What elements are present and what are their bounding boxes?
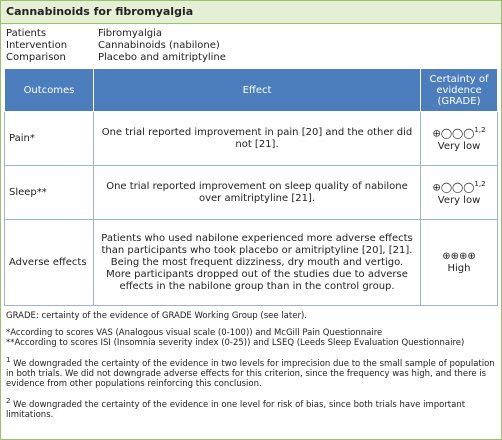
certainty-note: 1,2 — [474, 126, 486, 135]
table-row: Sleep** One trial reported improvement on… — [4, 165, 498, 220]
certainty-symbols: ⊕◯◯◯ — [432, 182, 475, 194]
card-title: Cannabinoids for fibromyalgia — [1, 1, 501, 24]
outcomes-table: Outcomes Effect Certainty of evidence (G… — [4, 68, 498, 306]
scale-note: **According to scores ISI (Insomnia seve… — [6, 338, 465, 348]
footnote: 1 We downgraded the certainty of the evi… — [6, 355, 496, 390]
pico-label: Comparison — [6, 52, 66, 63]
pico-value: Fibromyalgia — [98, 28, 162, 39]
pico-value: Placebo and amitriptyline — [98, 52, 226, 63]
pico-label: Intervention — [6, 40, 68, 51]
certainty-symbols: ⊕◯◯◯ — [432, 128, 475, 140]
table-row: Pain* One trial reported improvement in p… — [4, 111, 498, 166]
header-cell: Outcomes — [4, 68, 94, 112]
certainty-level: Very low — [437, 140, 481, 152]
pico-label: Patients — [6, 28, 47, 39]
effect-cell: One trial reported improvement on sleep … — [93, 165, 421, 220]
certainty-symbols: ⊕⊕⊕⊕ — [442, 250, 476, 262]
grade-note: GRADE: certainty of the evidence of GRAD… — [6, 311, 307, 321]
footnote-text: We downgraded the certainty of the evide… — [6, 358, 495, 390]
footnote-marker: 2 — [6, 396, 11, 405]
pico: Patients Fibromyalgia Intervention Cannabi… — [1, 24, 501, 68]
table-row: Adverse effects Patients who used nabilon… — [4, 219, 498, 306]
scale-notes: *According to scores VAS (Analogous visu… — [6, 328, 496, 349]
header-cell: Effect — [93, 68, 421, 112]
certainty-cell: ⊕◯◯◯1,2 Very low — [420, 165, 498, 220]
certainty-cell: ⊕◯◯◯1,2 Very low — [420, 111, 498, 166]
notes: GRADE: certainty of the evidence of GRAD… — [1, 306, 501, 432]
certainty-cell: ⊕⊕⊕⊕ High — [420, 219, 498, 306]
pico-row: Patients Fibromyalgia — [6, 28, 496, 40]
outcome-cell: Sleep** — [4, 165, 94, 220]
certainty-level: Very low — [437, 194, 481, 206]
pico-value: Cannabinoids (nabilone) — [98, 40, 220, 51]
outcome-cell: Adverse effects — [4, 219, 94, 306]
effect-cell: One trial reported improvement in pain [… — [93, 111, 421, 166]
certainty-note: 1,2 — [474, 180, 486, 189]
footnote: 2 We downgraded the certainty of the evi… — [6, 396, 496, 421]
pico-row: Intervention Cannabinoids (nabilone) — [6, 40, 496, 52]
certainty-level: High — [447, 262, 471, 274]
scale-note: *According to scores VAS (Analogous visu… — [6, 327, 383, 338]
table-body: Pain* One trial reported improvement in p… — [4, 111, 498, 306]
pico-row: Comparison Placebo and amitriptyline — [6, 52, 496, 64]
footnote-text: We downgraded the certainty of the evide… — [6, 399, 466, 421]
footnote-marker: 1 — [6, 355, 11, 364]
header-cell: Certainty of evidence (GRADE) — [420, 68, 498, 112]
header-row: Outcomes Effect Certainty of evidence (G… — [4, 68, 498, 112]
outcome-cell: Pain* — [4, 111, 94, 166]
effect-cell: Patients who used nabilone experienced m… — [93, 219, 421, 306]
